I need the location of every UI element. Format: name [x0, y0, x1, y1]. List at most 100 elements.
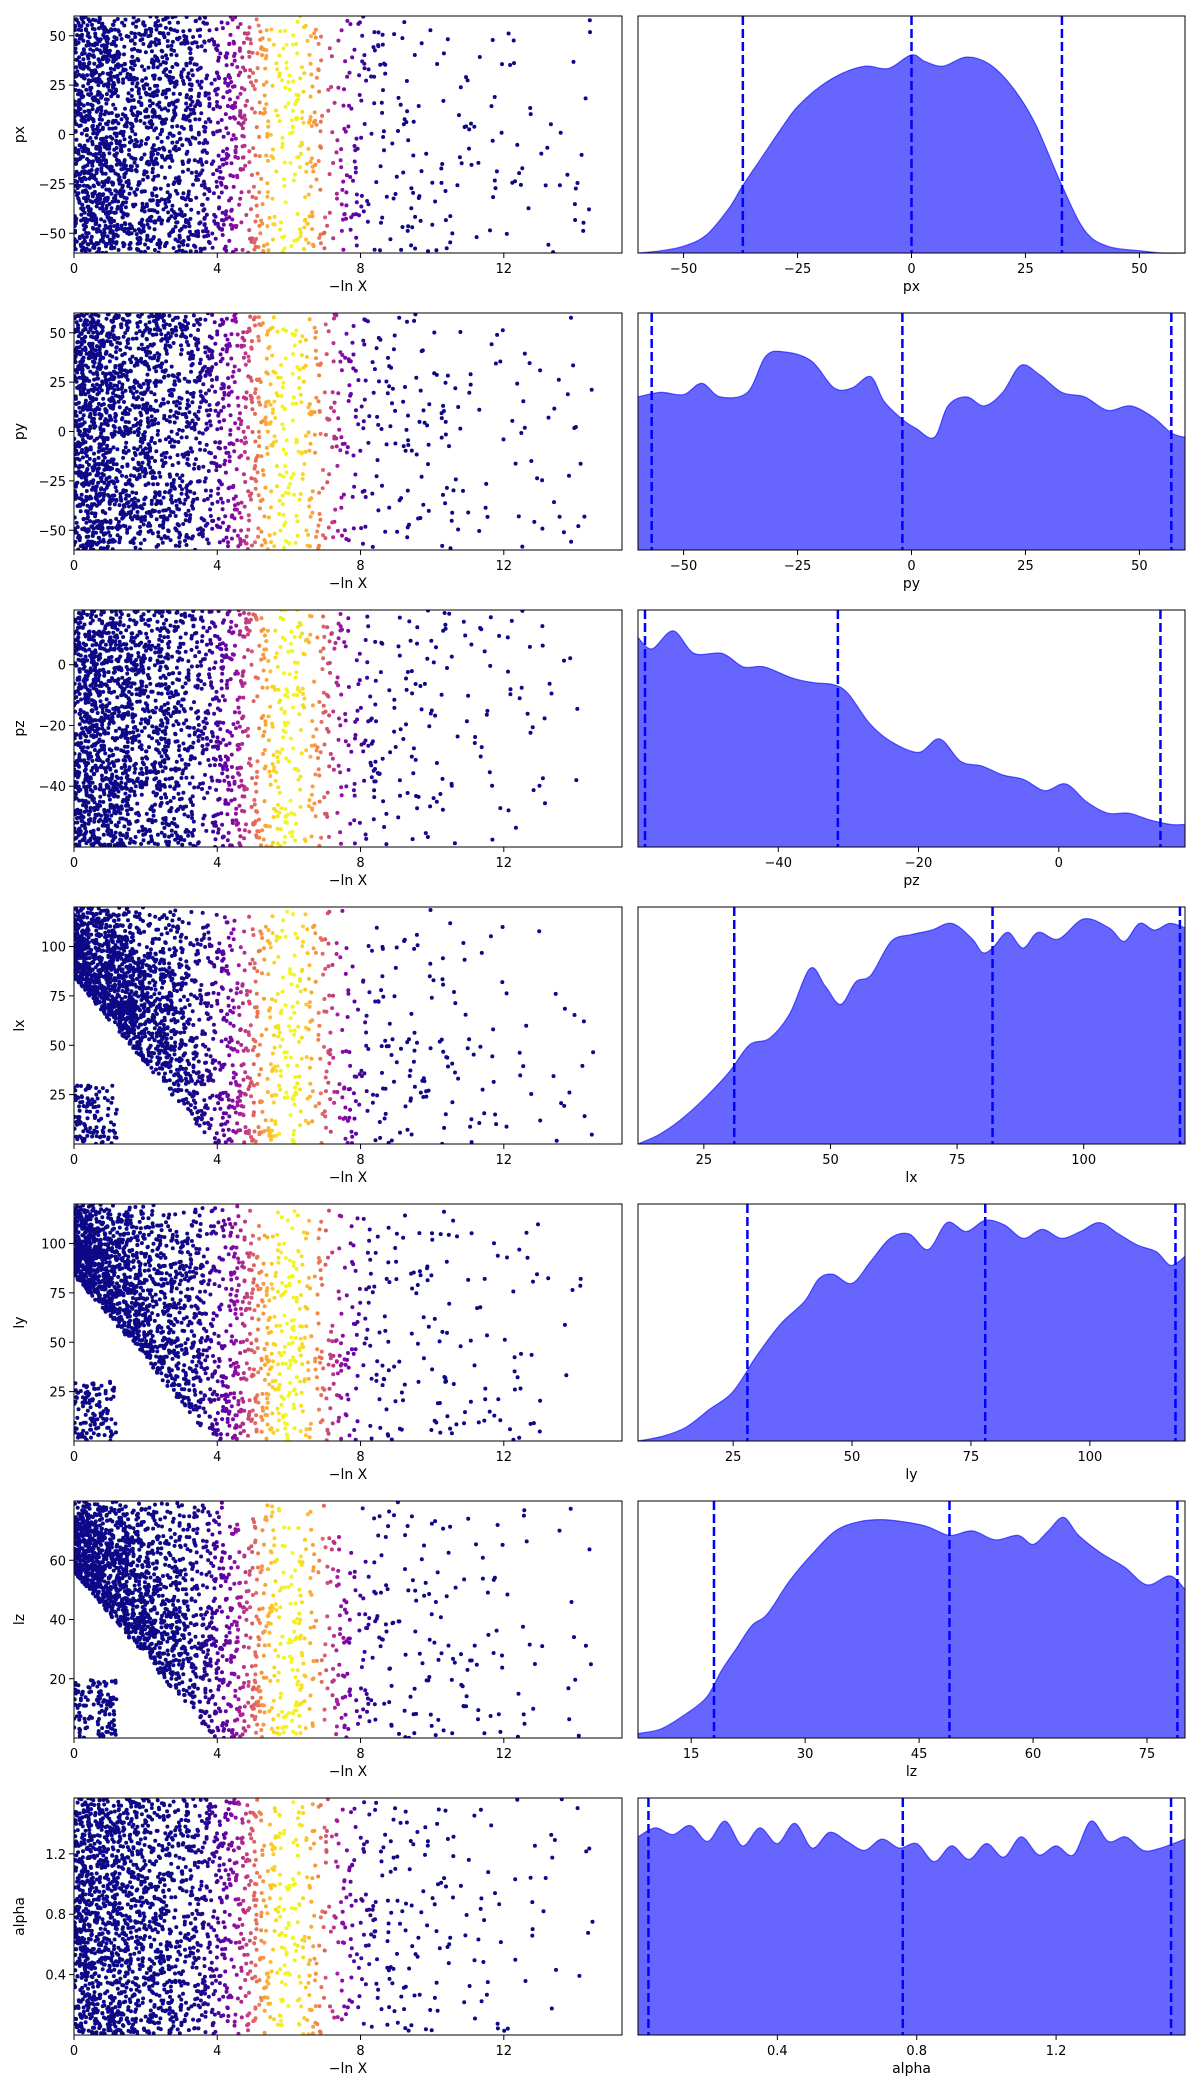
scatter-point	[561, 530, 566, 535]
scatter-point	[96, 157, 101, 162]
scatter-point	[106, 111, 111, 116]
scatter-point	[82, 175, 87, 180]
scatter-point	[180, 214, 185, 218]
scatter-point	[557, 183, 562, 188]
scatter-point	[238, 422, 243, 427]
scatter-point	[158, 186, 163, 191]
scatter-point	[226, 385, 231, 390]
scatter-point	[77, 124, 82, 128]
scatter-point	[120, 20, 125, 25]
scatter-point	[189, 369, 193, 374]
scatter-point	[118, 495, 123, 500]
scatter-point	[157, 114, 162, 119]
scatter-point	[145, 159, 150, 164]
scatter-point	[144, 237, 149, 242]
scatter-point	[167, 87, 171, 92]
scatter-point	[104, 250, 109, 253]
scatter-point	[137, 229, 142, 234]
scatter-point	[294, 439, 299, 444]
scatter-point	[302, 225, 307, 230]
scatter-point	[379, 220, 383, 225]
scatter-point	[513, 461, 518, 466]
scatter-point	[204, 76, 209, 81]
scatter-point	[179, 73, 184, 78]
scatter-point	[154, 449, 159, 454]
scatter-point	[192, 158, 197, 163]
scatter-point	[359, 404, 364, 409]
scatter-point	[300, 476, 305, 481]
scatter-point	[174, 79, 179, 84]
scatter-point	[265, 329, 270, 334]
scatter-point	[237, 510, 242, 515]
scatter-point	[174, 410, 179, 415]
scatter-point	[83, 406, 88, 411]
scatter-point	[149, 125, 154, 130]
scatter-point	[250, 194, 255, 199]
scatter-point	[204, 229, 208, 234]
scatter-point	[141, 42, 146, 46]
scatter-point	[145, 706, 150, 711]
scatter-point	[318, 232, 323, 237]
scatter-point	[92, 438, 97, 443]
scatter-point	[88, 209, 93, 214]
scatter-point	[74, 242, 77, 247]
scatter-point	[318, 517, 323, 522]
scatter-point	[210, 37, 215, 42]
scatter-point	[122, 242, 127, 247]
scatter-point	[140, 64, 144, 69]
scatter-point	[293, 540, 298, 545]
scatter-point	[80, 441, 85, 446]
scatter-point	[184, 492, 189, 497]
scatter-point	[255, 378, 260, 383]
scatter-point	[106, 480, 111, 485]
scatter-point	[318, 119, 323, 124]
scatter-point	[349, 106, 354, 111]
scatter-point	[125, 530, 130, 535]
scatter-point	[88, 436, 93, 440]
scatter-point	[74, 28, 77, 32]
scatter-point	[82, 471, 87, 476]
scatter-point	[233, 136, 238, 141]
scatter-point	[248, 375, 253, 380]
scatter-point	[82, 196, 86, 201]
scatter-point	[248, 41, 253, 46]
scatter-point	[86, 231, 91, 236]
scatter-point	[155, 88, 160, 93]
scatter-point	[235, 175, 240, 180]
scatter-point	[501, 437, 506, 442]
scatter-point	[443, 380, 448, 385]
scatter-point	[174, 503, 179, 508]
scatter-point	[191, 391, 196, 395]
scatter-point	[192, 243, 196, 248]
scatter-point	[401, 170, 406, 175]
scatter-point	[158, 62, 163, 67]
scatter-point	[214, 377, 219, 382]
scatter-point	[184, 137, 189, 142]
scatter-point	[178, 484, 182, 488]
scatter-point	[526, 206, 531, 211]
scatter-point	[199, 183, 204, 188]
scatter-point	[111, 325, 115, 330]
scatter-point	[381, 135, 386, 139]
scatter-point	[169, 509, 174, 514]
scatter-point	[224, 535, 229, 540]
scatter-point	[247, 74, 252, 79]
x-tick-label: 4	[213, 559, 221, 574]
scatter-point	[201, 382, 206, 387]
scatter-point	[124, 512, 129, 517]
scatter-point	[356, 378, 361, 383]
scatter-point	[144, 337, 149, 342]
scatter-point	[224, 185, 229, 190]
scatter-point	[132, 496, 137, 501]
density-line	[637, 350, 1186, 439]
scatter-point	[390, 386, 395, 391]
scatter-point	[131, 541, 136, 545]
scatter-point	[85, 204, 90, 209]
scatter-point	[271, 440, 276, 445]
scatter-point	[101, 355, 106, 360]
scatter-point	[74, 490, 77, 495]
scatter-point	[271, 407, 275, 412]
scatter-point	[121, 68, 126, 73]
scatter-point	[139, 342, 144, 347]
scatter-point	[94, 503, 99, 508]
